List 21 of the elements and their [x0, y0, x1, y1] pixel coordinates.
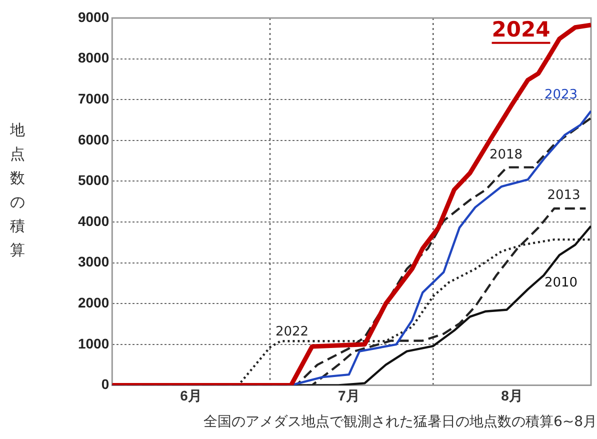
- x-tick-label: 7月: [338, 387, 360, 404]
- y-tick-label: 8000: [78, 50, 110, 66]
- y-tick-label: 7000: [78, 90, 110, 106]
- y-tick-label: 9000: [78, 8, 110, 25]
- y-tick-label: 0: [101, 376, 110, 392]
- y-tick-label: 2000: [78, 294, 110, 310]
- y-tick-label: 6000: [78, 131, 110, 148]
- series-label: 2023: [544, 87, 578, 102]
- series-label: 2013: [547, 188, 580, 203]
- x-tick-label: 8月: [501, 387, 523, 404]
- text: 全国のアメダス地点で観測された猛暑日の地点数の積算6~8月: [202, 413, 597, 431]
- series-label: 2022: [275, 324, 309, 340]
- series-label: 2010: [544, 275, 578, 290]
- y-tick-label: 4000: [78, 212, 110, 229]
- x-tick-label: 6月: [180, 387, 202, 404]
- y-axis-title: 地点数の積算: [10, 120, 26, 261]
- y-tick-label: 3000: [78, 254, 110, 270]
- series-label: 2024: [492, 17, 550, 42]
- y-tick-label: 1000: [78, 335, 110, 352]
- series-label: 2018: [489, 147, 523, 162]
- y-tick-label: 5000: [78, 172, 110, 188]
